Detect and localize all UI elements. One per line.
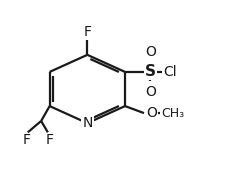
Text: O: O: [146, 106, 157, 120]
Text: F: F: [83, 25, 91, 38]
Text: S: S: [144, 64, 155, 79]
Text: CH₃: CH₃: [160, 107, 183, 120]
Text: N: N: [82, 116, 92, 130]
Text: O: O: [144, 45, 155, 59]
Text: F: F: [45, 133, 53, 147]
Text: F: F: [22, 133, 30, 147]
Text: Cl: Cl: [162, 65, 176, 79]
Text: O: O: [144, 85, 155, 99]
